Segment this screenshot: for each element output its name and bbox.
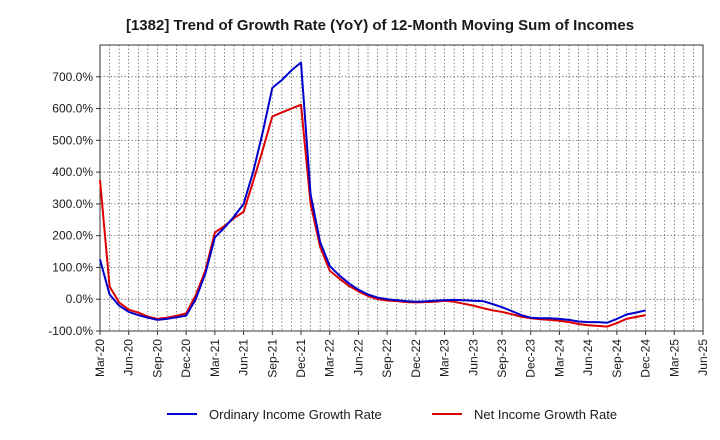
x-tick-label: Dec-20 [179,339,193,378]
ordinary-income-growth-rate-line [99,61,646,324]
series-layer [99,61,646,328]
x-tick-label: Dec-23 [524,339,538,378]
legend: Ordinary Income Growth Rate Net Income Gr… [167,407,617,422]
x-tick-label: Sep-21 [265,339,279,378]
x-tick-label: Jun-24 [581,339,595,376]
legend-label-ordinary-income-growth-rate: Ordinary Income Growth Rate [209,407,382,422]
x-tick-label: Mar-24 [552,339,566,377]
chart-title: [1382] Trend of Growth Rate (YoY) of 12-… [126,17,634,34]
x-tick-label: Dec-22 [409,339,423,378]
y-tick-label: 200.0% [52,229,93,243]
y-tick-label: -100.0% [48,324,93,338]
x-tick-label: Sep-22 [380,339,394,378]
x-axis-ticks: Mar-20 Jun-20 Sep-20 Dec-20 Mar-21 Jun-21 Sep-… [93,331,710,378]
grid-layer [100,45,703,331]
x-tick-label: Jun-22 [351,339,365,376]
y-tick-label: 700.0% [52,70,93,84]
x-tick-label: Mar-22 [323,339,337,377]
plot-frame [99,44,704,332]
y-tick-label: 400.0% [52,165,93,179]
x-tick-label: Jun-23 [466,339,480,376]
x-tick-label: Mar-21 [208,339,222,377]
x-tick-label: Sep-24 [610,339,624,378]
legend-label-net-income-growth-rate: Net Income Growth Rate [474,407,617,422]
y-tick-label: 600.0% [52,102,93,116]
x-tick-label: Dec-24 [639,339,653,378]
plot-border [99,44,704,332]
x-tick-label: Mar-23 [438,339,452,377]
x-tick-label: Mar-20 [93,339,107,377]
y-axis-ticks: -100.0% 0.0% 100.0% 200.0% 300.0% 400.0% 500.0… [48,70,100,338]
y-tick-label: 500.0% [52,133,93,147]
x-tick-label: Sep-20 [150,339,164,378]
y-tick-label: 300.0% [52,197,93,211]
x-tick-label: Jun-21 [237,339,251,376]
x-tick-label: Mar-25 [667,339,681,377]
x-tick-label: Sep-23 [495,339,509,378]
net-income-growth-rate-line [99,103,646,328]
x-tick-label: Jun-20 [122,339,136,376]
x-tick-label: Dec-21 [294,339,308,378]
y-tick-label: 0.0% [66,292,94,306]
x-tick-label: Jun-25 [696,339,710,376]
y-tick-label: 100.0% [52,260,93,274]
